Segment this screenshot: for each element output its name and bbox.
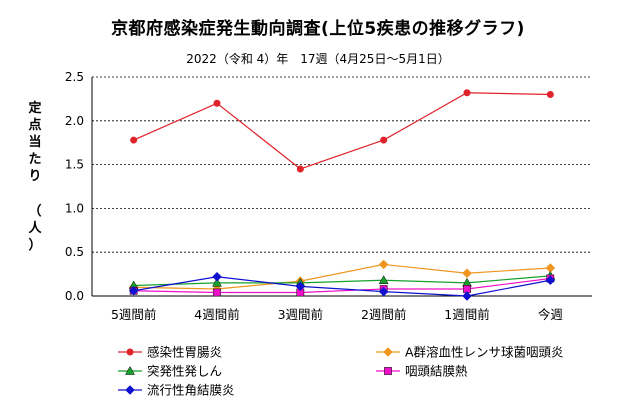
data-point-series-4 xyxy=(213,288,221,297)
y-axis-label-char: （ xyxy=(28,204,42,219)
x-tick-label: 5週間前 xyxy=(111,307,156,322)
series-line-1 xyxy=(133,92,551,170)
data-point-series-1 xyxy=(213,99,221,107)
y-axis-label: 定 点 当 た り （ 人 ） xyxy=(26,100,44,254)
series-line-4 xyxy=(133,277,551,294)
data-point-series-5 xyxy=(462,291,472,301)
series-line-2 xyxy=(133,263,551,290)
x-tick-label: 3週間前 xyxy=(278,307,323,322)
y-axis-label-char: ） xyxy=(28,238,42,253)
series-line-3 xyxy=(133,275,551,287)
series-line-5 xyxy=(133,276,551,297)
x-tick-label: 今週 xyxy=(538,307,564,322)
data-point-series-5 xyxy=(212,271,222,282)
data-point-series-1 xyxy=(296,165,304,173)
data-point-series-5 xyxy=(545,275,556,286)
data-point-series-5 xyxy=(128,285,139,296)
x-tick-label: 4週間前 xyxy=(194,307,239,322)
y-axis-label-char: 定 xyxy=(28,101,42,116)
y-tick-label: 1.5 xyxy=(65,158,84,172)
y-tick-label: 0.0 xyxy=(65,289,84,303)
data-point-series-2 xyxy=(378,259,389,270)
data-point-series-5 xyxy=(295,281,306,292)
y-axis-label-char: 当 xyxy=(28,135,42,150)
y-axis-label-char: た xyxy=(28,152,42,167)
y-axis-label-char: 人 xyxy=(28,221,42,236)
x-tick-label: 2週間前 xyxy=(361,307,406,322)
data-point-series-3 xyxy=(378,275,389,284)
data-point-series-1 xyxy=(380,136,388,144)
x-tick-label: 1週間前 xyxy=(444,307,489,322)
data-point-series-1 xyxy=(546,91,554,99)
chart-title: 京都府感染症発生動向調査(上位5疾患の推移グラフ) xyxy=(111,19,525,39)
data-point-series-3 xyxy=(212,277,222,287)
data-point-series-1 xyxy=(130,136,138,144)
y-axis-label-char: り xyxy=(28,169,42,184)
data-point-series-5 xyxy=(378,286,389,297)
y-tick-label: 0.5 xyxy=(65,245,84,259)
y-axis-label-char: 点 xyxy=(28,118,42,133)
chart-subtitle: 2022（令和 4）年 17週（4月25日〜5月1日） xyxy=(186,52,450,66)
y-tick-label: 2.5 xyxy=(65,70,84,84)
data-point-series-2 xyxy=(462,268,472,279)
y-tick-label: 2.0 xyxy=(65,114,84,128)
data-point-series-1 xyxy=(463,89,471,97)
y-tick-label: 1.0 xyxy=(65,201,84,215)
